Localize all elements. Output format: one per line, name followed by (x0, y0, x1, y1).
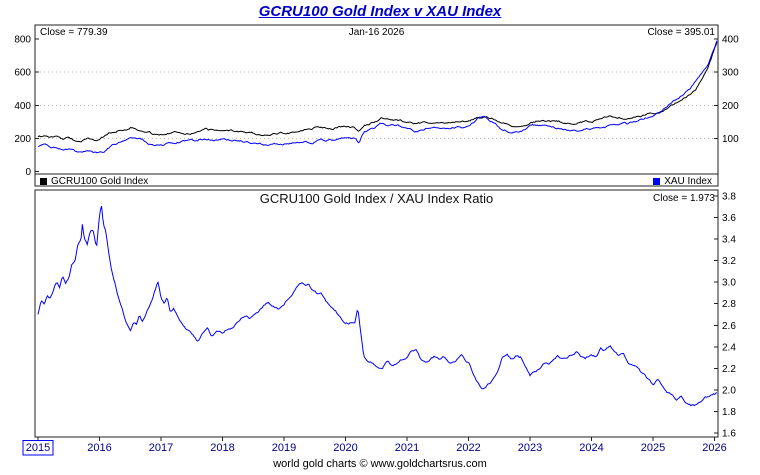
gcru-close-label: Close = 779.39 (40, 27, 108, 38)
page-title: GCRU100 Gold Index v XAU Index (258, 3, 502, 20)
ratio-axis-tick-label: 2.6 (722, 321, 736, 332)
x-axis-year-label: 2023 (518, 442, 542, 454)
left-axis-tick-label: 400 (14, 101, 31, 112)
legend-xau-label: XAU Index (664, 176, 712, 187)
ratio-axis-tick-label: 2.0 (722, 385, 736, 396)
ratio-axis-tick-label: 1.8 (722, 407, 736, 418)
x-axis-year-label: 2024 (579, 442, 603, 454)
ratio-axis-tick-label: 2.2 (722, 364, 736, 375)
x-axis-year-label: 2020 (333, 442, 357, 454)
ratio-axis-tick-label: 1.6 (722, 429, 736, 440)
x-axis-year-label: 2021 (395, 442, 419, 454)
left-axis-tick-label: 200 (14, 134, 31, 145)
x-axis-year-label: 2026 (702, 442, 726, 454)
ratio-close-label: Close = 1.973 (653, 193, 715, 204)
legend-gcru100-label: GCRU100 Gold Index (51, 176, 149, 187)
x-axis-year-label: 2017 (149, 442, 173, 454)
x-axis-year-label: 2018 (210, 442, 234, 454)
x-axis-year-label: 2015 (26, 442, 50, 454)
ratio-axis-tick-label: 3.4 (722, 235, 736, 246)
ratio-axis-tick-label: 3.2 (722, 256, 736, 267)
x-label-2015-highlight-box (22, 440, 54, 456)
ratio-chart-title: GCRU100 Gold Index / XAU Index Ratio (259, 191, 494, 206)
footer-credit: world gold charts © www.goldchartsrus.co… (273, 458, 487, 470)
xau-swatch-icon (653, 178, 661, 185)
right-axis-tick-label: 400 (722, 35, 739, 46)
x-axis-year-label: 2022 (456, 442, 480, 454)
ratio-axis-tick-label: 2.4 (722, 342, 736, 353)
legend-gcru100: GCRU100 Gold Index (40, 176, 148, 187)
ratio-axis-tick-label: 3.6 (722, 213, 736, 224)
chart-date-label: Jan-16 2026 (348, 27, 405, 38)
ratio-axis-tick-label: 2.8 (722, 299, 736, 310)
right-axis-tick-label: 100 (722, 134, 739, 145)
x-axis-year-label: 2025 (641, 442, 665, 454)
left-axis-tick-label: 0 (25, 167, 31, 178)
gcru100-swatch-icon (40, 178, 47, 185)
right-axis-tick-label: 200 (722, 101, 739, 112)
right-axis-tick-label: 300 (722, 68, 739, 79)
x-axis-year-label: 2019 (272, 442, 296, 454)
xau-close-label: Close = 395.01 (647, 27, 715, 38)
ratio-axis-tick-label: 3.8 (722, 192, 736, 203)
x-axis-year-label: 2016 (87, 442, 111, 454)
left-axis-tick-label: 600 (14, 68, 31, 79)
ratio-series-line (37, 206, 718, 407)
legend-xau: XAU Index (653, 176, 712, 187)
gcru100-series-line (37, 42, 718, 143)
left-axis-tick-label: 800 (14, 35, 31, 46)
ratio-axis-tick-label: 3.0 (722, 278, 736, 289)
xau-series-line (37, 40, 718, 154)
ratio-panel-border (34, 189, 719, 438)
